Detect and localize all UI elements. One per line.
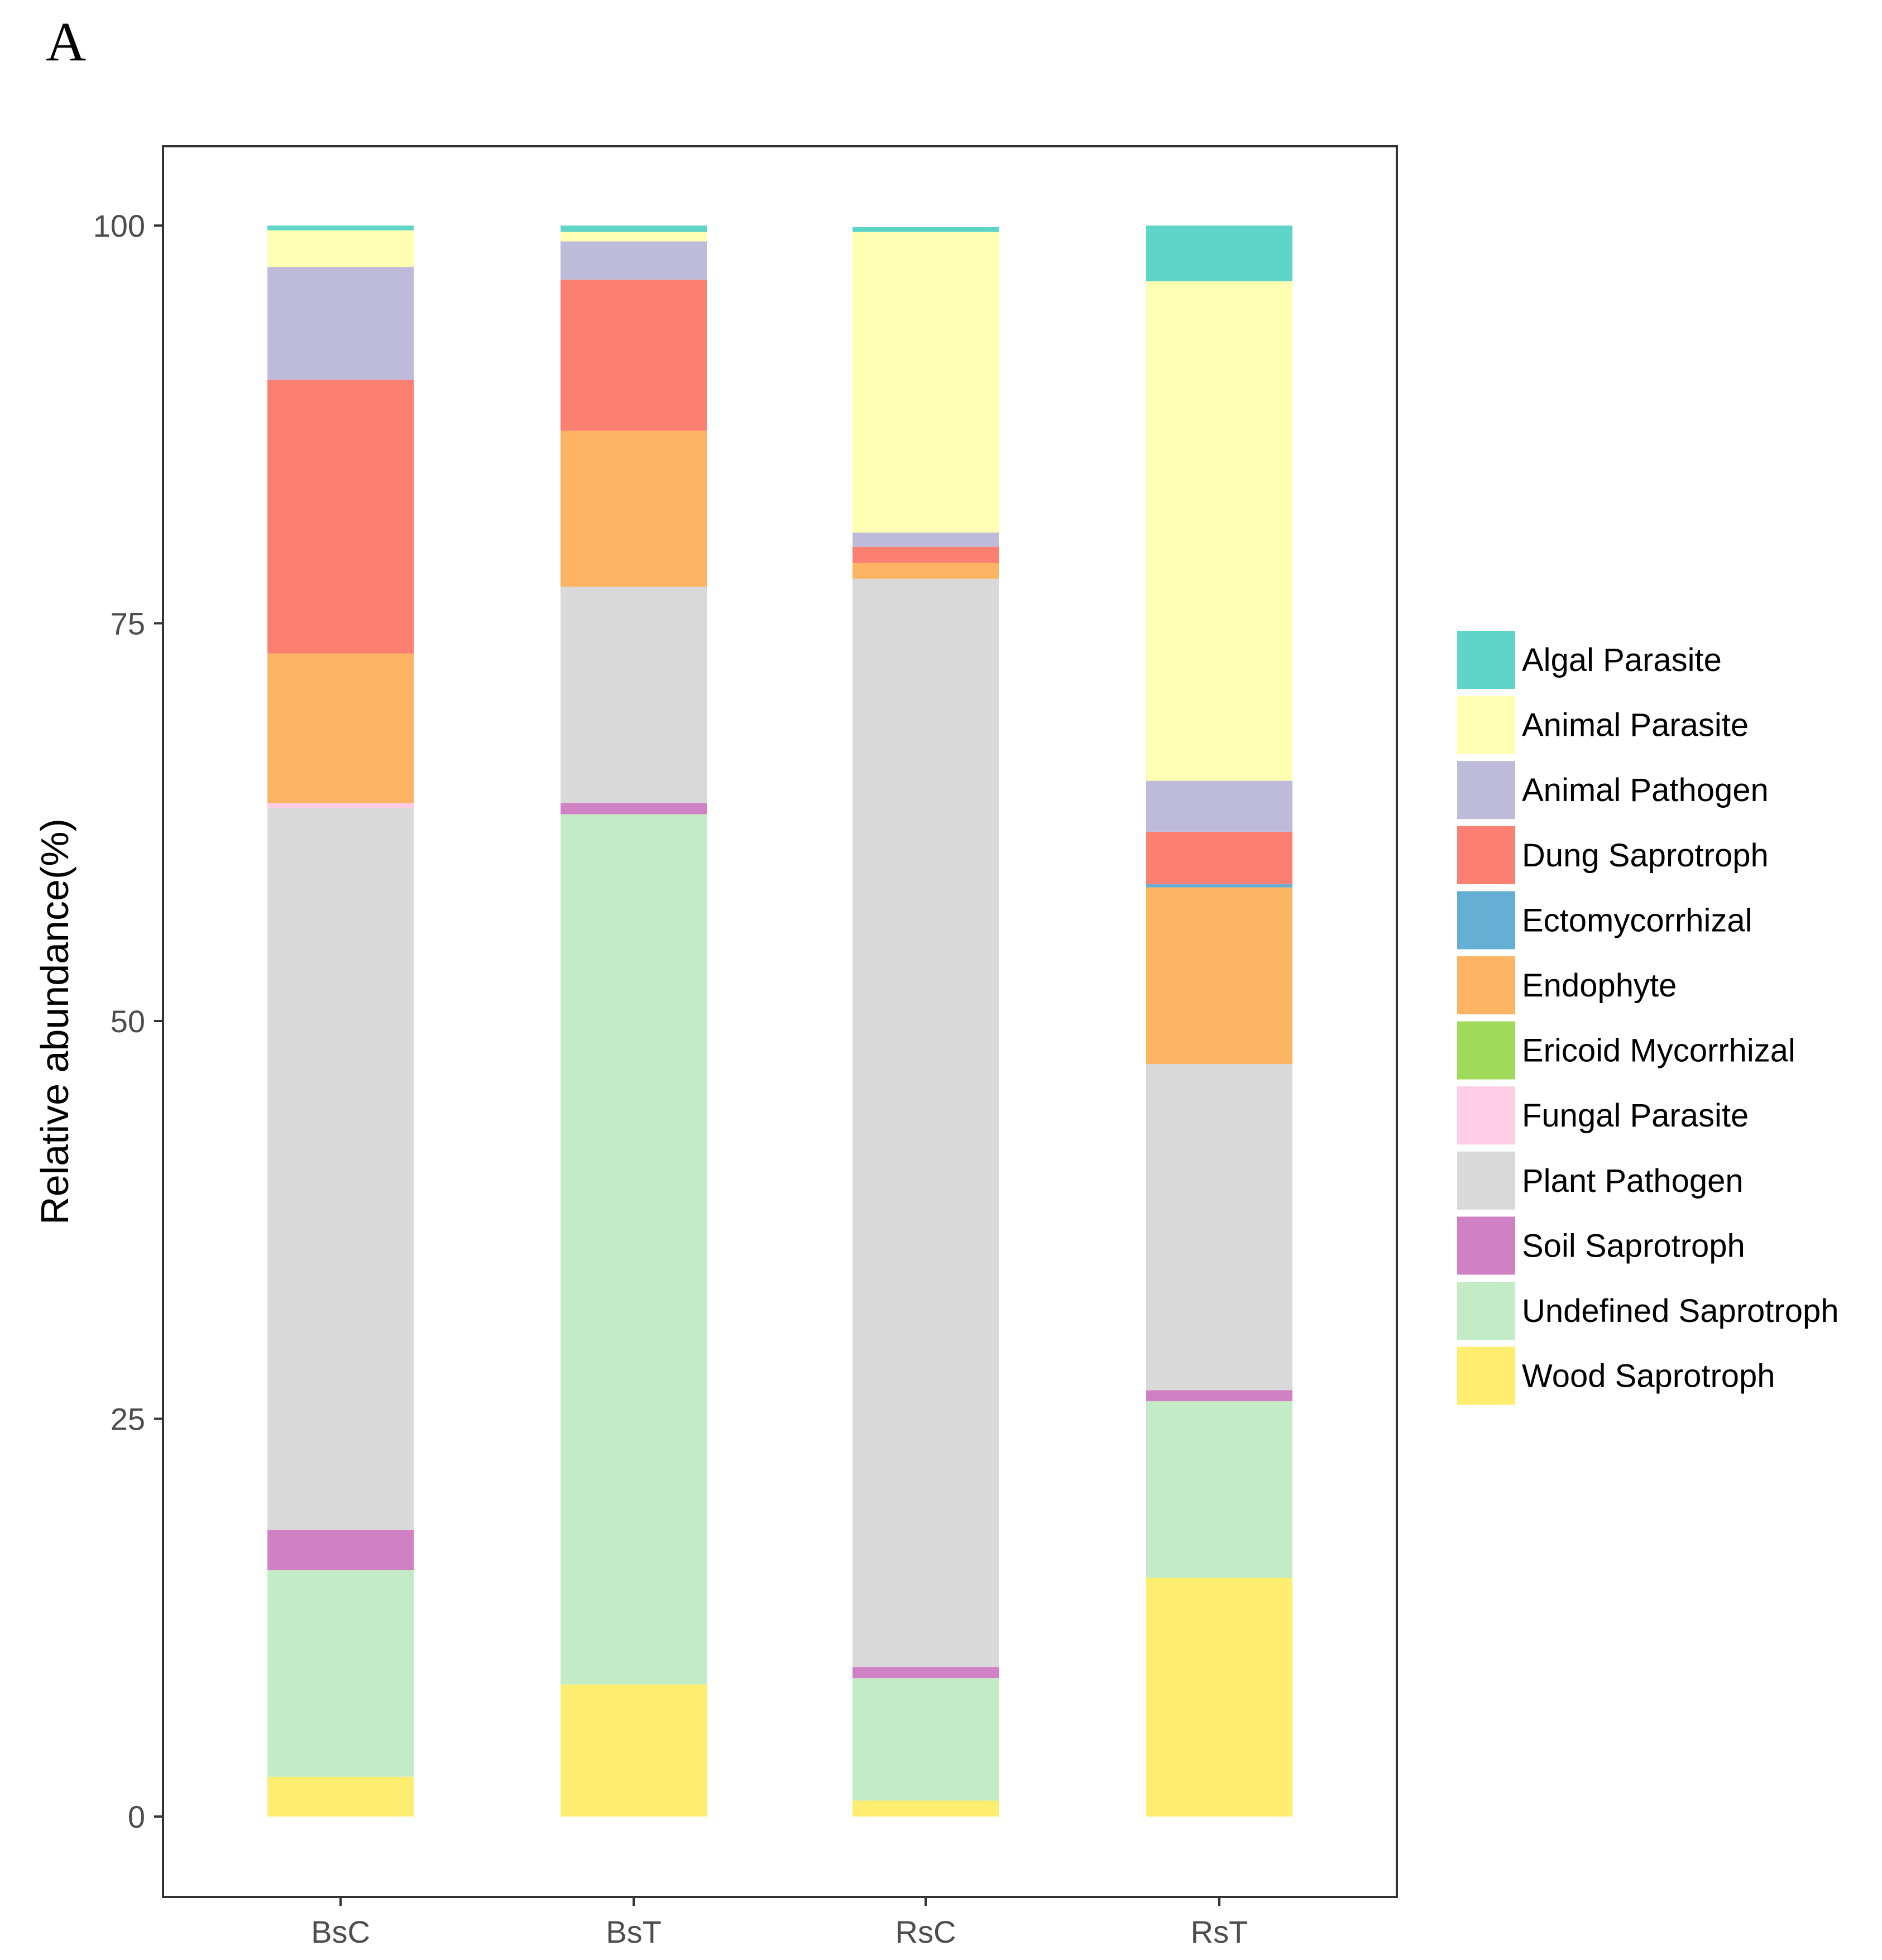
bar-rst-animal-parasite bbox=[1146, 281, 1292, 781]
bar-rst-undefined-saprotroph bbox=[1146, 1401, 1292, 1578]
legend-label-ericoid-mycorrhizal: Ericoid Mycorrhizal bbox=[1522, 1033, 1795, 1069]
bar-rsc-wood-saprotroph bbox=[853, 1800, 999, 1817]
y-tick-label-25: 25 bbox=[111, 1402, 145, 1437]
legend-label-fungal-parasite: Fungal Parasite bbox=[1522, 1098, 1749, 1134]
bar-bsc-wood-saprotroph bbox=[267, 1776, 414, 1817]
bar-bsc-plant-pathogen bbox=[267, 808, 414, 1530]
bar-rsc-algal-parasite bbox=[853, 227, 999, 232]
bar-bst-endophyte bbox=[561, 430, 707, 587]
bar-bsc-animal-pathogen bbox=[267, 267, 414, 380]
bar-rst-plant-pathogen bbox=[1146, 1063, 1292, 1391]
bar-rsc-endophyte bbox=[853, 563, 999, 579]
bar-rst-animal-pathogen bbox=[1146, 780, 1292, 832]
x-axis: BsC BsT RsC RsT bbox=[311, 1897, 1248, 1949]
legend-key-undefined-saprotroph bbox=[1457, 1282, 1515, 1340]
y-tick-label-0: 0 bbox=[128, 1799, 145, 1834]
x-tick-label-rst: RsT bbox=[1191, 1914, 1248, 1949]
bar-bsc-dung-saprotroph bbox=[267, 380, 414, 654]
legend-label-wood-saprotroph: Wood Saprotroph bbox=[1522, 1358, 1775, 1394]
bar-bsc-endophyte bbox=[267, 653, 414, 803]
legend-label-dung-saprotroph: Dung Saprotroph bbox=[1522, 837, 1769, 874]
bar-bsc-undefined-saprotroph bbox=[267, 1570, 414, 1777]
legend-label-plant-pathogen: Plant Pathogen bbox=[1522, 1163, 1744, 1199]
legend-key-ectomycorrhizal bbox=[1457, 891, 1515, 950]
legend-key-animal-parasite bbox=[1457, 696, 1515, 754]
legend-key-endophyte bbox=[1457, 956, 1515, 1014]
bar-rsc-plant-pathogen bbox=[853, 578, 999, 1667]
bar-rst-algal-parasite bbox=[1146, 226, 1292, 281]
bar-rst-ectomycorrhizal bbox=[1146, 884, 1292, 888]
legend-key-wood-saprotroph bbox=[1457, 1346, 1515, 1405]
legend-key-animal-pathogen bbox=[1457, 761, 1515, 820]
bar-bst-undefined-saprotroph bbox=[561, 814, 707, 1685]
x-tick-label-rsc: RsC bbox=[895, 1914, 956, 1949]
bar-rsc-dung-saprotroph bbox=[853, 547, 999, 563]
bar-rst-endophyte bbox=[1146, 887, 1292, 1064]
y-tick-label-50: 50 bbox=[111, 1004, 145, 1039]
bar-stacks bbox=[267, 226, 1292, 1817]
legend-key-algal-parasite bbox=[1457, 631, 1515, 689]
bar-rsc-soil-saprotroph bbox=[853, 1667, 999, 1679]
bar-bsc-fungal-parasite bbox=[267, 803, 414, 808]
legend-label-ectomycorrhizal: Ectomycorrhizal bbox=[1522, 902, 1752, 938]
legend-label-animal-parasite: Animal Parasite bbox=[1522, 707, 1749, 744]
legend-label-undefined-saprotroph: Undefined Saprotroph bbox=[1522, 1293, 1839, 1329]
y-axis: 0 25 50 75 100 bbox=[93, 208, 163, 1834]
legend-label-animal-pathogen: Animal Pathogen bbox=[1522, 772, 1769, 808]
bar-bst-animal-pathogen bbox=[561, 241, 707, 280]
bar-bst-animal-parasite bbox=[561, 232, 707, 242]
bar-rsc-animal-pathogen bbox=[853, 533, 999, 547]
bar-rsc-animal-parasite bbox=[853, 232, 999, 533]
legend-label-endophyte: Endophyte bbox=[1522, 967, 1677, 1004]
legend-key-soil-saprotroph bbox=[1457, 1216, 1515, 1275]
bar-bst-wood-saprotroph bbox=[561, 1684, 707, 1817]
legend: Algal Parasite Animal Parasite Animal Path… bbox=[1457, 631, 1839, 1405]
legend-key-dung-saprotroph bbox=[1457, 826, 1515, 884]
x-tick-label-bst: BsT bbox=[606, 1914, 662, 1949]
legend-label-algal-parasite: Algal Parasite bbox=[1522, 642, 1722, 678]
legend-label-soil-saprotroph: Soil Saprotroph bbox=[1522, 1228, 1745, 1264]
x-tick-label-bsc: BsC bbox=[311, 1914, 370, 1949]
bar-bsc-algal-parasite bbox=[267, 226, 414, 231]
bar-rst-dung-saprotroph bbox=[1146, 831, 1292, 884]
panel-label: A bbox=[46, 11, 86, 73]
bar-rst-wood-saprotroph bbox=[1146, 1578, 1292, 1817]
bar-rsc-undefined-saprotroph bbox=[853, 1678, 999, 1801]
bar-bst-soil-saprotroph bbox=[561, 803, 707, 814]
legend-key-fungal-parasite bbox=[1457, 1086, 1515, 1145]
bar-rst-soil-saprotroph bbox=[1146, 1390, 1292, 1402]
bar-bsc-soil-saprotroph bbox=[267, 1530, 414, 1570]
bar-bsc-animal-parasite bbox=[267, 230, 414, 267]
y-tick-label-100: 100 bbox=[93, 208, 145, 243]
y-axis-title: Relative abundance(%) bbox=[33, 818, 76, 1225]
y-tick-label-75: 75 bbox=[111, 606, 145, 641]
bar-bst-dung-saprotroph bbox=[561, 279, 707, 431]
legend-key-plant-pathogen bbox=[1457, 1151, 1515, 1210]
bar-bst-plant-pathogen bbox=[561, 586, 707, 803]
legend-key-ericoid-mycorrhizal bbox=[1457, 1021, 1515, 1080]
bar-bst-algal-parasite bbox=[561, 226, 707, 232]
